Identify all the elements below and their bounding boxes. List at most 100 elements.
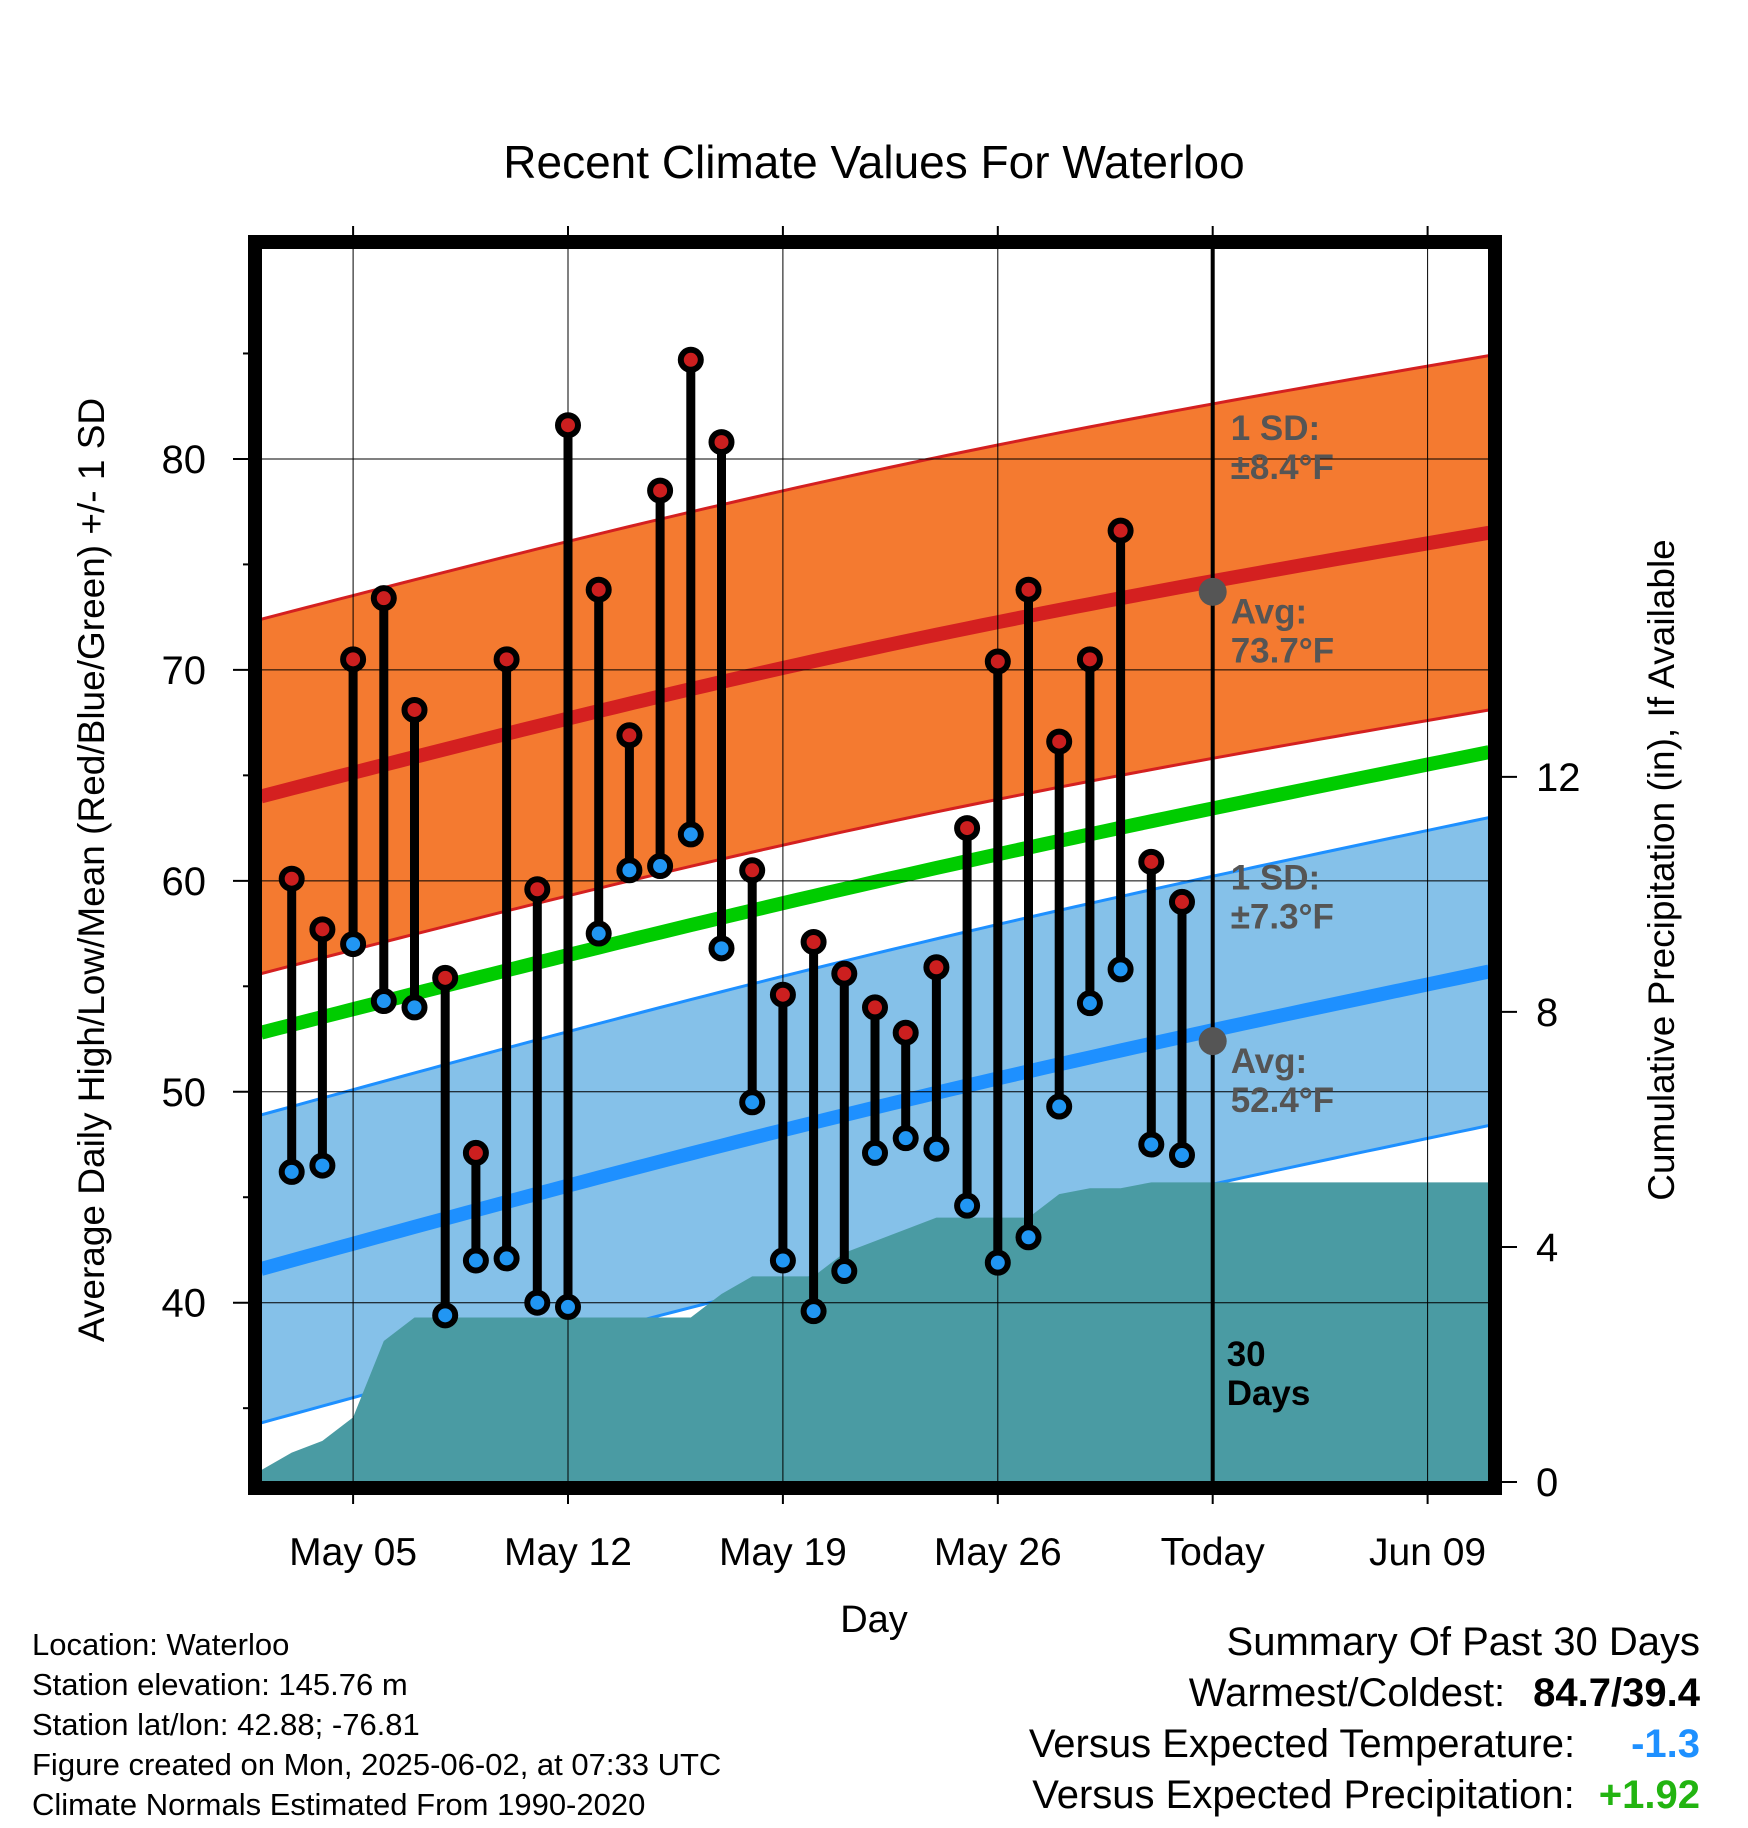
high-point (862, 994, 888, 1021)
high-point (1046, 728, 1073, 755)
low-point (1107, 956, 1134, 983)
low-point (309, 1152, 336, 1179)
high-point (370, 585, 397, 612)
high-point (1107, 517, 1134, 544)
high-point (401, 696, 428, 723)
low-point (462, 1247, 489, 1274)
low-point (555, 1293, 581, 1320)
low-point (647, 853, 674, 880)
low-point (1169, 1142, 1195, 1169)
y-tick-label: 80 (162, 438, 207, 482)
high-sd-annotation-line: 1 SD: (1231, 409, 1320, 448)
low-point (892, 1125, 919, 1152)
high-sd-annotation: 1 SD: ±8.4°F (1231, 409, 1334, 487)
summary-panel: Summary Of Past 30 Days Warmest/Coldest:… (1029, 1617, 1700, 1821)
x-axis-label: Day (840, 1599, 908, 1641)
station-info: Location: Waterloo Station elevation: 14… (32, 1625, 721, 1825)
low-avg-annotation-line: Avg: (1231, 1042, 1307, 1081)
high-normal-line (261, 525, 1489, 804)
high-point (739, 857, 766, 884)
high-avg-annotation: Avg: 73.7°F (1231, 592, 1335, 670)
chart-title: Recent Climate Values For Waterloo (503, 136, 1244, 188)
x-tick-label: May 19 (719, 1531, 847, 1574)
low-upper-edge (261, 816, 1489, 1117)
latlon-text: Station lat/lon: 42.88; -76.81 (32, 1707, 420, 1742)
low-avg-marker (1198, 1027, 1227, 1056)
low-point (1046, 1093, 1073, 1120)
low-point (1138, 1131, 1165, 1158)
warmest-label: Warmest/Coldest: (1188, 1671, 1506, 1715)
y-tick-label: 40 (162, 1282, 207, 1326)
low-sd-annotation: 1 SD: ±7.3°F (1231, 858, 1334, 936)
low-point (769, 1247, 796, 1274)
high-upper-edge (261, 354, 1489, 621)
low-point (616, 857, 643, 884)
high-point (954, 815, 981, 842)
high-sd-annotation-line: ±8.4°F (1231, 448, 1334, 487)
low-point (493, 1245, 520, 1272)
y2-tick-label: 4 (1536, 1226, 1558, 1270)
low-point (984, 1249, 1011, 1276)
x-tick-label: May 05 (289, 1531, 417, 1574)
high-point (524, 876, 551, 903)
today-days-label: 30 Days (1227, 1335, 1311, 1413)
low-sd-annotation-line: 1 SD: (1231, 858, 1320, 897)
y2-tick-label: 12 (1536, 756, 1581, 800)
high-point (831, 960, 858, 987)
high-point (647, 477, 674, 504)
high-point (984, 648, 1011, 675)
y2-tick-label: 0 (1536, 1461, 1558, 1505)
high-avg-annotation-line: Avg: (1231, 592, 1307, 631)
x-tick-label: Today (1161, 1531, 1266, 1574)
precip-label: Versus Expected Precipitation: (1032, 1773, 1575, 1817)
high-point (1138, 848, 1165, 875)
high-point (1169, 888, 1195, 915)
mean-normal-line (261, 745, 1489, 1040)
high-point (278, 865, 305, 892)
low-point (1076, 990, 1103, 1017)
low-point (585, 920, 612, 947)
summary-warmest-row: Warmest/Coldest: 84.7/39.4 (1029, 1668, 1700, 1719)
x-tick-label: Jun 09 (1369, 1531, 1486, 1574)
low-point (524, 1289, 551, 1316)
low-point (677, 821, 704, 848)
plot-frame (248, 235, 1502, 1495)
high-point (769, 981, 796, 1008)
low-point (954, 1192, 981, 1219)
temp-value: -1.3 (1631, 1722, 1700, 1766)
low-point (370, 988, 397, 1015)
today-days-label-line: Days (1227, 1374, 1311, 1413)
high-point (585, 576, 612, 603)
precip-value: +1.92 (1598, 1773, 1700, 1817)
low-point (278, 1158, 305, 1185)
y2-axis-label: Cumulative Precipitation (in), If Availa… (1641, 539, 1682, 1201)
today-days-label-line: 30 (1227, 1335, 1266, 1374)
high-point (892, 1019, 919, 1046)
temp-label: Versus Expected Temperature: (1028, 1722, 1576, 1766)
normals-text: Climate Normals Estimated From 1990-2020 (32, 1787, 646, 1822)
elevation-text: Station elevation: 145.76 m (32, 1667, 408, 1702)
low-point (862, 1139, 888, 1166)
high-point (923, 954, 950, 981)
high-point (616, 722, 643, 749)
x-tick-label: May 26 (934, 1531, 1062, 1574)
summary-precip-row: Versus Expected Precipitation: +1.92 (1029, 1770, 1700, 1821)
high-avg-annotation-line: 73.7°F (1231, 632, 1335, 671)
low-point (800, 1298, 827, 1325)
high-point (340, 646, 367, 673)
low-point (831, 1258, 858, 1285)
low-point (708, 935, 735, 962)
summary-title: Summary Of Past 30 Days (1226, 1620, 1700, 1664)
warmest-value: 84.7/39.4 (1533, 1671, 1700, 1715)
low-point (923, 1135, 950, 1162)
high-lower-edge (261, 708, 1489, 976)
high-point (555, 412, 581, 439)
low-avg-annotation-line: 52.4°F (1231, 1081, 1335, 1120)
high-point (462, 1139, 489, 1166)
y2-tick-label: 8 (1536, 991, 1558, 1035)
low-point (739, 1089, 766, 1116)
created-text: Figure created on Mon, 2025-06-02, at 07… (32, 1747, 722, 1782)
low-sd-annotation-line: ±7.3°F (1231, 897, 1334, 936)
high-point (309, 916, 336, 943)
